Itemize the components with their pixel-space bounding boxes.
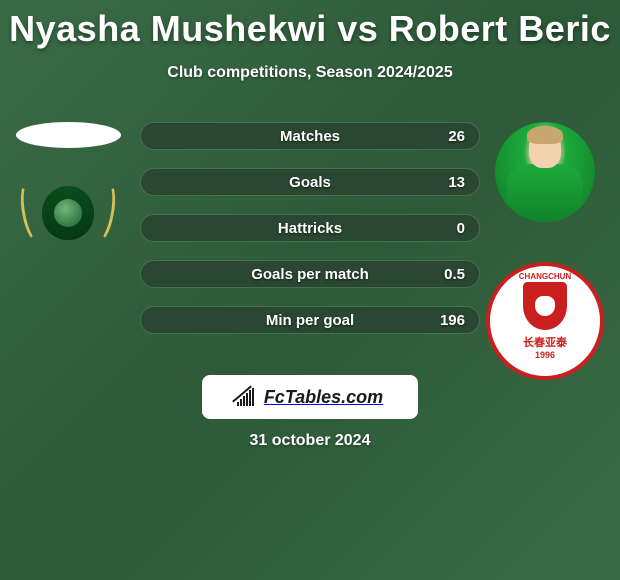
stat-label: Matches	[280, 128, 340, 145]
stat-row-goals-per-match: Goals per match 0.5	[140, 260, 480, 288]
stats-list: Matches 26 Goals 13 Hattricks 0 Goals pe…	[140, 122, 480, 352]
logo-bar	[240, 399, 242, 406]
stat-value: 0	[457, 220, 465, 237]
stat-value: 196	[440, 312, 465, 329]
subtitle: Club competitions, Season 2024/2025	[0, 64, 620, 82]
badge-shield-icon	[523, 282, 567, 330]
logo-text: FcTables.com	[264, 387, 383, 408]
player-left-silhouette	[16, 122, 121, 148]
stat-row-min-per-goal: Min per goal 196	[140, 306, 480, 334]
comparison-area: Matches 26 Goals 13 Hattricks 0 Goals pe…	[0, 122, 620, 382]
date-label: 31 october 2024	[250, 432, 371, 450]
stat-row-goals: Goals 13	[140, 168, 480, 196]
badge-year: 1996	[535, 350, 555, 360]
stat-label: Hattricks	[278, 220, 342, 237]
club-badge-left	[18, 178, 118, 248]
player-hair	[527, 126, 563, 144]
player-right-photo	[495, 122, 595, 222]
stat-label: Goals	[289, 174, 331, 191]
player-jersey	[507, 164, 583, 222]
logo-bar	[252, 388, 254, 406]
badge-top-text: CHANGCHUN	[519, 272, 571, 281]
player-left-column	[8, 122, 128, 248]
badge-zh-text: 长春亚泰	[523, 334, 567, 350]
stat-label: Goals per match	[251, 266, 369, 283]
stat-value: 0.5	[444, 266, 465, 283]
shield-icon	[42, 186, 94, 240]
page-title: Nyasha Mushekwi vs Robert Beric	[0, 0, 620, 50]
stat-row-hattricks: Hattricks 0	[140, 214, 480, 242]
player-right-column: CHANGCHUN 长春亚泰 1996	[490, 122, 600, 380]
logo-bar	[249, 390, 251, 406]
stat-value: 26	[448, 128, 465, 145]
logo-bars-icon	[237, 388, 254, 406]
stat-label: Min per goal	[266, 312, 354, 329]
logo-bar	[246, 393, 248, 406]
badge-deer-icon	[535, 296, 555, 316]
stat-row-matches: Matches 26	[140, 122, 480, 150]
logo-bar	[243, 396, 245, 406]
club-badge-right: CHANGCHUN 长春亚泰 1996	[486, 262, 604, 380]
fctables-logo[interactable]: FcTables.com	[202, 375, 418, 419]
logo-bar	[237, 402, 239, 406]
stat-value: 13	[448, 174, 465, 191]
shield-ball-icon	[54, 199, 82, 227]
laurel-badge	[18, 178, 118, 248]
